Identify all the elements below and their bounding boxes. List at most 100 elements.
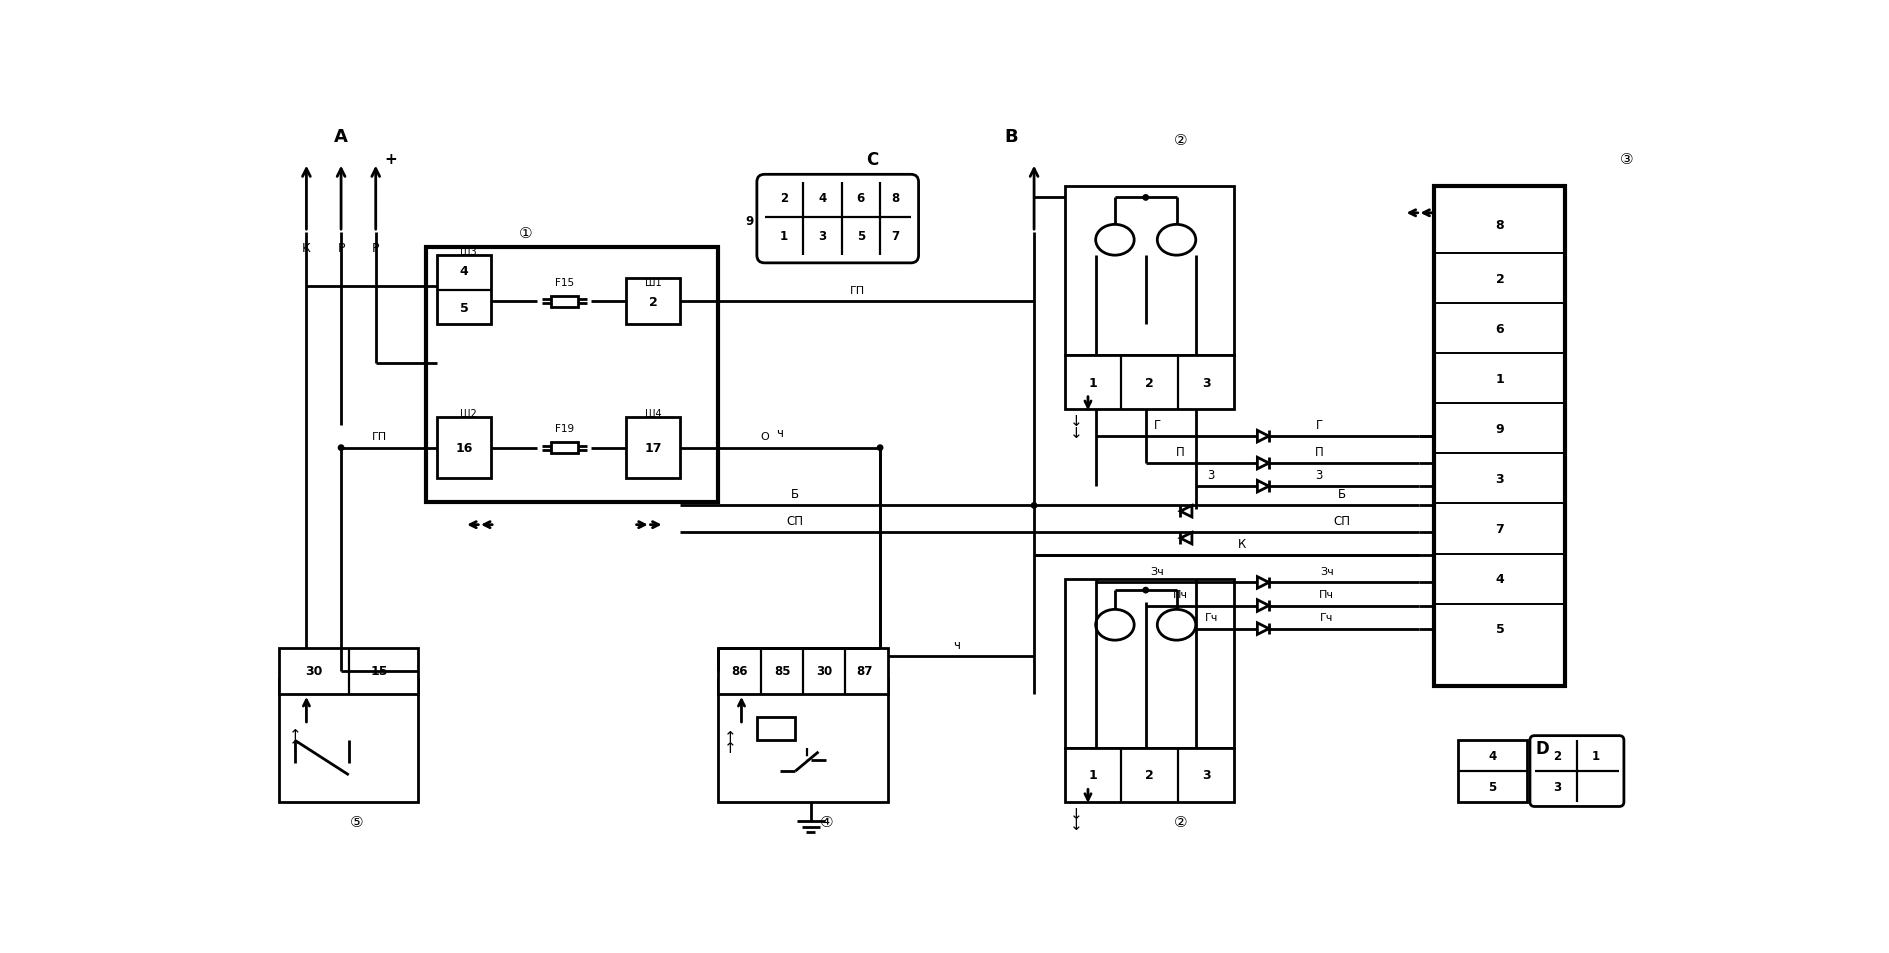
Text: 3: 3 xyxy=(1494,473,1504,485)
Bar xyxy=(280,648,417,695)
Text: 30: 30 xyxy=(816,665,833,678)
Text: ②: ② xyxy=(1173,814,1186,829)
Circle shape xyxy=(876,445,882,451)
Text: F15: F15 xyxy=(555,278,574,288)
Text: Пч: Пч xyxy=(1319,589,1334,599)
Text: 4: 4 xyxy=(1494,573,1504,585)
Text: ↓: ↓ xyxy=(1069,425,1082,440)
Text: ГП: ГП xyxy=(848,286,863,295)
Text: Ш3: Ш3 xyxy=(459,247,476,257)
Text: 7: 7 xyxy=(892,231,899,243)
FancyBboxPatch shape xyxy=(1528,736,1623,806)
Bar xyxy=(1456,740,1526,802)
Text: 30: 30 xyxy=(306,665,323,678)
Text: 8: 8 xyxy=(892,192,899,205)
Polygon shape xyxy=(1256,431,1268,442)
Text: ①: ① xyxy=(519,225,533,240)
Text: 85: 85 xyxy=(774,665,790,678)
Text: 2: 2 xyxy=(780,192,788,205)
Polygon shape xyxy=(1256,600,1268,612)
Text: 3: 3 xyxy=(1201,376,1209,390)
Polygon shape xyxy=(1181,533,1192,544)
Text: 1: 1 xyxy=(1088,376,1098,390)
Text: Р: Р xyxy=(336,242,344,254)
Bar xyxy=(1064,187,1234,355)
Text: 4: 4 xyxy=(459,265,468,277)
Text: Зч: Зч xyxy=(1150,566,1164,577)
Ellipse shape xyxy=(1096,225,1133,256)
Text: Р: Р xyxy=(372,242,380,254)
Text: К: К xyxy=(1237,537,1245,551)
Circle shape xyxy=(1143,195,1149,201)
Text: Г: Г xyxy=(1315,418,1322,432)
Text: Б: Б xyxy=(791,488,799,501)
Text: 3: 3 xyxy=(1201,769,1209,781)
Text: F19: F19 xyxy=(555,424,574,434)
Circle shape xyxy=(338,445,344,451)
Text: ↑: ↑ xyxy=(723,740,737,756)
Circle shape xyxy=(1143,588,1149,593)
Polygon shape xyxy=(1256,623,1268,635)
Text: О: О xyxy=(759,432,769,441)
Text: 3: 3 xyxy=(1315,469,1322,481)
Bar xyxy=(718,679,888,802)
Text: ④: ④ xyxy=(820,814,833,829)
Text: П: П xyxy=(1175,446,1184,458)
Text: 7: 7 xyxy=(1494,522,1504,536)
Polygon shape xyxy=(1256,481,1268,493)
Text: 86: 86 xyxy=(731,665,748,678)
Text: ②: ② xyxy=(1173,133,1186,148)
Bar xyxy=(1064,748,1234,802)
Text: К: К xyxy=(302,242,310,254)
Text: 3: 3 xyxy=(1207,469,1215,481)
Text: 1: 1 xyxy=(780,231,788,243)
Text: 2: 2 xyxy=(648,295,657,309)
Bar xyxy=(550,296,578,308)
Text: 9: 9 xyxy=(744,214,754,228)
Bar xyxy=(436,256,491,325)
Text: 5: 5 xyxy=(1494,622,1504,636)
Ellipse shape xyxy=(1096,610,1133,640)
Text: 3: 3 xyxy=(1553,781,1560,793)
Text: Ш4: Ш4 xyxy=(644,409,661,418)
Ellipse shape xyxy=(1156,225,1196,256)
Bar xyxy=(625,417,680,479)
Text: ↑: ↑ xyxy=(289,739,300,754)
Text: 2: 2 xyxy=(1145,376,1154,390)
Text: D: D xyxy=(1534,740,1549,758)
Text: П: П xyxy=(1315,446,1322,458)
Polygon shape xyxy=(1181,506,1192,517)
Text: 15: 15 xyxy=(370,665,387,678)
Polygon shape xyxy=(1256,457,1268,469)
Text: 6: 6 xyxy=(1494,322,1504,335)
Bar xyxy=(1064,355,1234,410)
Text: 4: 4 xyxy=(1487,749,1496,762)
Bar xyxy=(718,648,888,695)
Text: Г: Г xyxy=(1152,418,1160,432)
Bar xyxy=(625,279,680,325)
Text: Ш1: Ш1 xyxy=(644,278,661,288)
Text: ГП: ГП xyxy=(372,432,387,441)
Text: ↓: ↓ xyxy=(1069,818,1082,833)
Bar xyxy=(756,718,795,740)
Text: Гч: Гч xyxy=(1319,613,1332,622)
Text: 8: 8 xyxy=(1494,218,1504,232)
Text: +: + xyxy=(385,152,397,167)
Text: 5: 5 xyxy=(459,302,468,314)
Text: ч: ч xyxy=(776,426,784,439)
Text: 1: 1 xyxy=(1591,749,1600,762)
Text: ⑤: ⑤ xyxy=(349,814,363,829)
Text: С: С xyxy=(865,151,878,169)
Text: 2: 2 xyxy=(1553,749,1560,762)
Bar xyxy=(1064,579,1234,748)
FancyBboxPatch shape xyxy=(756,175,918,264)
Bar xyxy=(436,417,491,479)
Text: Пч: Пч xyxy=(1173,589,1188,599)
Text: 87: 87 xyxy=(856,665,873,678)
Text: ↑: ↑ xyxy=(723,729,737,744)
Text: ↓: ↓ xyxy=(1069,806,1082,821)
Ellipse shape xyxy=(1156,610,1196,640)
Text: В: В xyxy=(1003,128,1018,146)
Text: 5: 5 xyxy=(1487,781,1496,793)
Circle shape xyxy=(1031,503,1037,509)
